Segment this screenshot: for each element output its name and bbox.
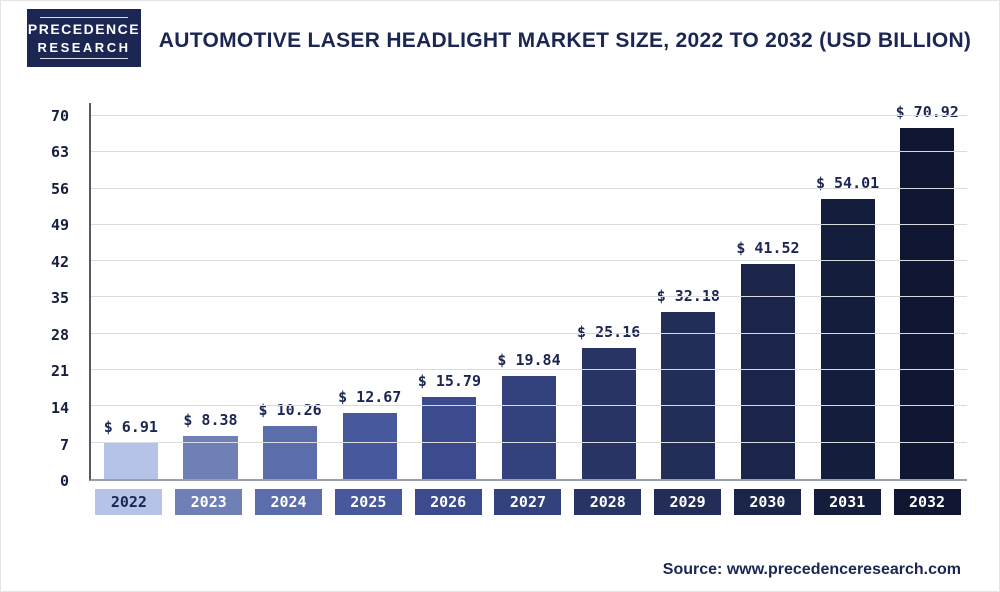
logo-line2: RESEARCH — [37, 40, 131, 55]
gridline-70 — [91, 114, 967, 116]
bar-value-label-2029: $ 32.18 — [656, 287, 720, 306]
x-tick-label-2023: 2023 — [175, 489, 243, 515]
x-slot-2022: 2022 — [89, 489, 169, 515]
x-tick-label-2032: 2032 — [893, 489, 961, 515]
x-slot-2026: 2026 — [408, 489, 488, 515]
x-tick-label-2029: 2029 — [654, 489, 722, 515]
bar-2024 — [263, 425, 318, 479]
bar-value-label-2027: $ 19.84 — [497, 351, 561, 370]
bar-value-label-2032: $ 70.92 — [895, 103, 959, 121]
y-tick-label-14: 14 — [50, 399, 69, 417]
gridline-14 — [91, 405, 967, 407]
logo-top-rule — [39, 17, 129, 18]
y-tick-label-28: 28 — [50, 325, 69, 344]
bar-slot-2023: $ 8.38 — [171, 103, 251, 479]
bar-slot-2028: $ 25.16 — [569, 103, 649, 479]
x-tick-label-2025: 2025 — [334, 489, 402, 515]
x-slot-2024: 2024 — [249, 489, 329, 515]
x-tick-label-2022: 2022 — [95, 489, 163, 515]
x-slot-2029: 2029 — [648, 489, 728, 515]
x-slot-2028: 2028 — [568, 489, 648, 515]
bar-value-label-2030: $ 41.52 — [736, 238, 800, 257]
y-tick-label-21: 21 — [50, 362, 69, 381]
x-slot-2032: 2032 — [887, 489, 967, 515]
bar-value-label-2026: $ 15.79 — [417, 372, 481, 391]
bar-chart: 0 7 14 21 28 35 42 49 56 63 70 $ 6.91 $ 8.38 $ 10.26… — [31, 89, 979, 539]
bar-slot-2027: $ 19.84 — [489, 103, 569, 479]
page-title: AUTOMOTIVE LASER HEADLIGHT MARKET SIZE, … — [158, 29, 972, 52]
gridline-49 — [91, 223, 967, 225]
x-slot-2027: 2027 — [488, 489, 568, 515]
gridline-63 — [91, 151, 967, 153]
bar-slot-2029: $ 32.18 — [648, 103, 728, 479]
x-tick-label-2028: 2028 — [574, 489, 642, 515]
x-slot-2023: 2023 — [169, 489, 249, 515]
y-tick-label-49: 49 — [50, 216, 69, 235]
bar-slot-2026: $ 15.79 — [410, 103, 490, 479]
bar-2025 — [342, 413, 397, 479]
x-tick-label-2030: 2030 — [733, 489, 801, 515]
gridline-7 — [91, 441, 967, 443]
bar-2023 — [183, 435, 238, 479]
gridline-35 — [91, 296, 967, 298]
x-tick-label-2026: 2026 — [414, 489, 482, 515]
x-slot-2030: 2030 — [728, 489, 808, 515]
y-tick-label-0: 0 — [59, 472, 69, 490]
logo-bottom-rule — [39, 58, 129, 59]
source-attribution: Source: www.precedenceresearch.com — [662, 561, 961, 578]
x-slot-2025: 2025 — [328, 489, 408, 515]
bar-slot-2025: $ 12.67 — [330, 103, 410, 479]
y-tick-label-70: 70 — [50, 106, 69, 125]
bar-slot-2022: $ 6.91 — [91, 103, 171, 479]
gridline-21 — [91, 369, 967, 371]
bar-value-label-2025: $ 12.67 — [338, 388, 402, 407]
gridline-28 — [91, 332, 967, 334]
y-tick-label-42: 42 — [50, 252, 69, 271]
x-axis-labels: 2022 2023 2024 2025 2026 2027 2028 2029 2030 2031… — [89, 489, 967, 515]
bar-slot-2032: $ 70.92 — [887, 103, 967, 479]
logo-line1: PRECEDENCE — [27, 21, 141, 37]
bar-slot-2031: $ 54.01 — [808, 103, 888, 479]
y-tick-label-56: 56 — [50, 179, 69, 198]
bar-2031 — [820, 198, 875, 479]
y-tick-label-35: 35 — [50, 289, 69, 308]
y-tick-label-63: 63 — [50, 143, 69, 162]
bar-slot-2030: $ 41.52 — [728, 103, 808, 479]
bar-2028 — [581, 348, 636, 479]
bar-2032 — [900, 128, 955, 479]
gridline-56 — [91, 187, 967, 189]
gridline-42 — [91, 260, 967, 262]
x-tick-label-2031: 2031 — [813, 489, 881, 515]
y-axis-labels: 0 7 14 21 28 35 42 49 56 63 70 — [31, 103, 81, 490]
bars-container: $ 6.91 $ 8.38 $ 10.26 $ 12.67 $ 15.79 $ 19.84… — [91, 103, 967, 479]
plot-area: $ 6.91 $ 8.38 $ 10.26 $ 12.67 $ 15.79 $ 19.84… — [89, 103, 967, 481]
x-slot-2031: 2031 — [807, 489, 887, 515]
x-tick-label-2024: 2024 — [255, 489, 323, 515]
bar-value-label-2031: $ 54.01 — [815, 173, 880, 192]
bar-2029 — [661, 312, 716, 479]
bar-slot-2024: $ 10.26 — [250, 103, 330, 479]
precedence-research-logo: PRECEDENCE RESEARCH — [27, 9, 141, 67]
bar-2027 — [501, 376, 557, 479]
bar-value-label-2023: $ 8.38 — [183, 410, 238, 429]
x-tick-label-2027: 2027 — [494, 489, 562, 515]
bar-value-label-2022: $ 6.91 — [103, 418, 158, 437]
bar-2030 — [740, 263, 796, 479]
bar-2022 — [103, 443, 158, 479]
y-tick-label-7: 7 — [59, 435, 69, 454]
bar-value-label-2028: $ 25.16 — [577, 323, 641, 342]
bar-2026 — [422, 397, 477, 479]
bar-value-label-2024: $ 10.26 — [258, 400, 322, 419]
